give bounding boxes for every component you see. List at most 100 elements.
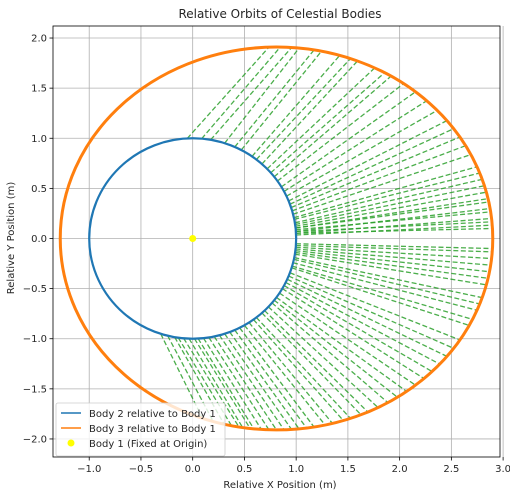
connector-line [296, 224, 493, 236]
x-tick-label: 0.0 [185, 464, 201, 475]
body3-orbit [58, 45, 495, 432]
legend-label-body3: Body 3 relative to Body 1 [89, 424, 216, 435]
connector-lines [160, 46, 493, 431]
legend-box [55, 402, 226, 457]
connector-line [292, 153, 472, 215]
connector-line [291, 267, 470, 327]
connector-line [295, 248, 491, 266]
connector-line [295, 250, 490, 273]
connector-line [218, 334, 285, 431]
connector-line [253, 319, 344, 421]
connector-line [255, 58, 351, 160]
chart-title: Relative Orbits of Celestial Bodies [178, 7, 381, 21]
x-tick-label: 3.0 [495, 464, 510, 475]
connector-line [239, 327, 315, 428]
x-tick-label: −1.0 [77, 464, 101, 475]
connector-line [248, 322, 333, 424]
y-tick-label: 2.0 [31, 34, 47, 45]
connector-line [264, 310, 369, 413]
x-axis-label: Relative X Position (m) [223, 480, 336, 491]
connector-line [295, 217, 492, 234]
y-tick-label: 0.5 [31, 184, 47, 195]
connector-line [167, 335, 214, 422]
y-tick-label: −2.0 [23, 434, 47, 445]
connector-line [267, 306, 379, 409]
orbit-curves [58, 45, 495, 432]
connector-line [296, 243, 493, 250]
connector-line [294, 172, 480, 220]
x-tick-label: 1.5 [340, 464, 356, 475]
connector-line [277, 83, 405, 182]
x-tick-label: −0.5 [129, 464, 153, 475]
plot-frame [52, 25, 501, 458]
y-tick-label: 0.0 [31, 234, 47, 245]
connector-line [286, 109, 438, 197]
connector-line [183, 338, 240, 428]
connector-line [273, 299, 398, 398]
connector-line [273, 75, 392, 178]
connector-line [255, 317, 351, 419]
y-tick-label: −0.5 [23, 284, 47, 295]
connector-line [276, 296, 408, 392]
connector-line [208, 337, 270, 431]
connector-line [295, 246, 492, 260]
connector-line [202, 337, 262, 430]
connector-line [197, 338, 255, 430]
connector-line [289, 128, 454, 205]
connector-line [213, 336, 278, 431]
connector-line [296, 227, 493, 234]
connector-line [229, 331, 300, 430]
connector-line [234, 329, 308, 429]
connector-line [193, 338, 251, 429]
connector-line [294, 253, 487, 286]
connector-line [270, 72, 386, 174]
x-tick-label: 1.0 [288, 464, 304, 475]
y-tick-label: 1.5 [31, 84, 47, 95]
legend-marker-body1 [67, 439, 75, 447]
y-tick-label: −1.5 [23, 384, 47, 395]
connector-line [294, 178, 483, 224]
connector-line [290, 136, 461, 209]
connector-line [283, 284, 433, 373]
connector-line [295, 211, 491, 231]
connector-line [285, 281, 441, 365]
connector-line [295, 244, 493, 253]
connector-line [210, 47, 293, 141]
connector-line [291, 145, 466, 212]
connector-line [295, 207, 491, 233]
x-tick-label: 2.0 [392, 464, 408, 475]
connector-line [186, 46, 270, 139]
connector-line [292, 262, 478, 311]
connector-line [293, 166, 478, 219]
connector-line [281, 91, 416, 188]
connector-line [281, 288, 425, 380]
connector-line [240, 50, 322, 151]
connector-line [295, 185, 485, 226]
grid-lines [53, 26, 504, 457]
connector-line [291, 265, 473, 321]
connector-line [201, 46, 281, 140]
connector-line [261, 312, 362, 416]
connector-line [279, 292, 416, 386]
connector-line [224, 47, 300, 144]
y-axis-label: Relative Y Position (m) [6, 182, 17, 295]
connector-line [293, 258, 480, 305]
connector-line [271, 302, 389, 404]
connector-line [295, 198, 489, 229]
connector-line [295, 221, 492, 233]
legend-label-body2: Body 2 relative to Body 1 [89, 409, 216, 420]
connector-line [295, 251, 489, 279]
legend-label-body1: Body 1 (Fixed at Origin) [89, 439, 207, 450]
body2-orbit [88, 137, 298, 340]
axis-ticks: −1.0 −0.5 0.0 0.5 1.0 1.5 2.0 2.5 3.0 −2.0 −1.5 −1.… [23, 34, 510, 475]
connector-line [283, 100, 428, 192]
connector-line [294, 256, 483, 299]
connector-line [188, 338, 244, 428]
connector-line [266, 67, 376, 170]
connector-line [243, 324, 326, 426]
connector-line [295, 201, 489, 229]
body1-marker [189, 234, 197, 242]
legend: Body 2 relative to Body 1 Body 3 relativ… [55, 402, 226, 457]
connector-line [295, 191, 487, 227]
